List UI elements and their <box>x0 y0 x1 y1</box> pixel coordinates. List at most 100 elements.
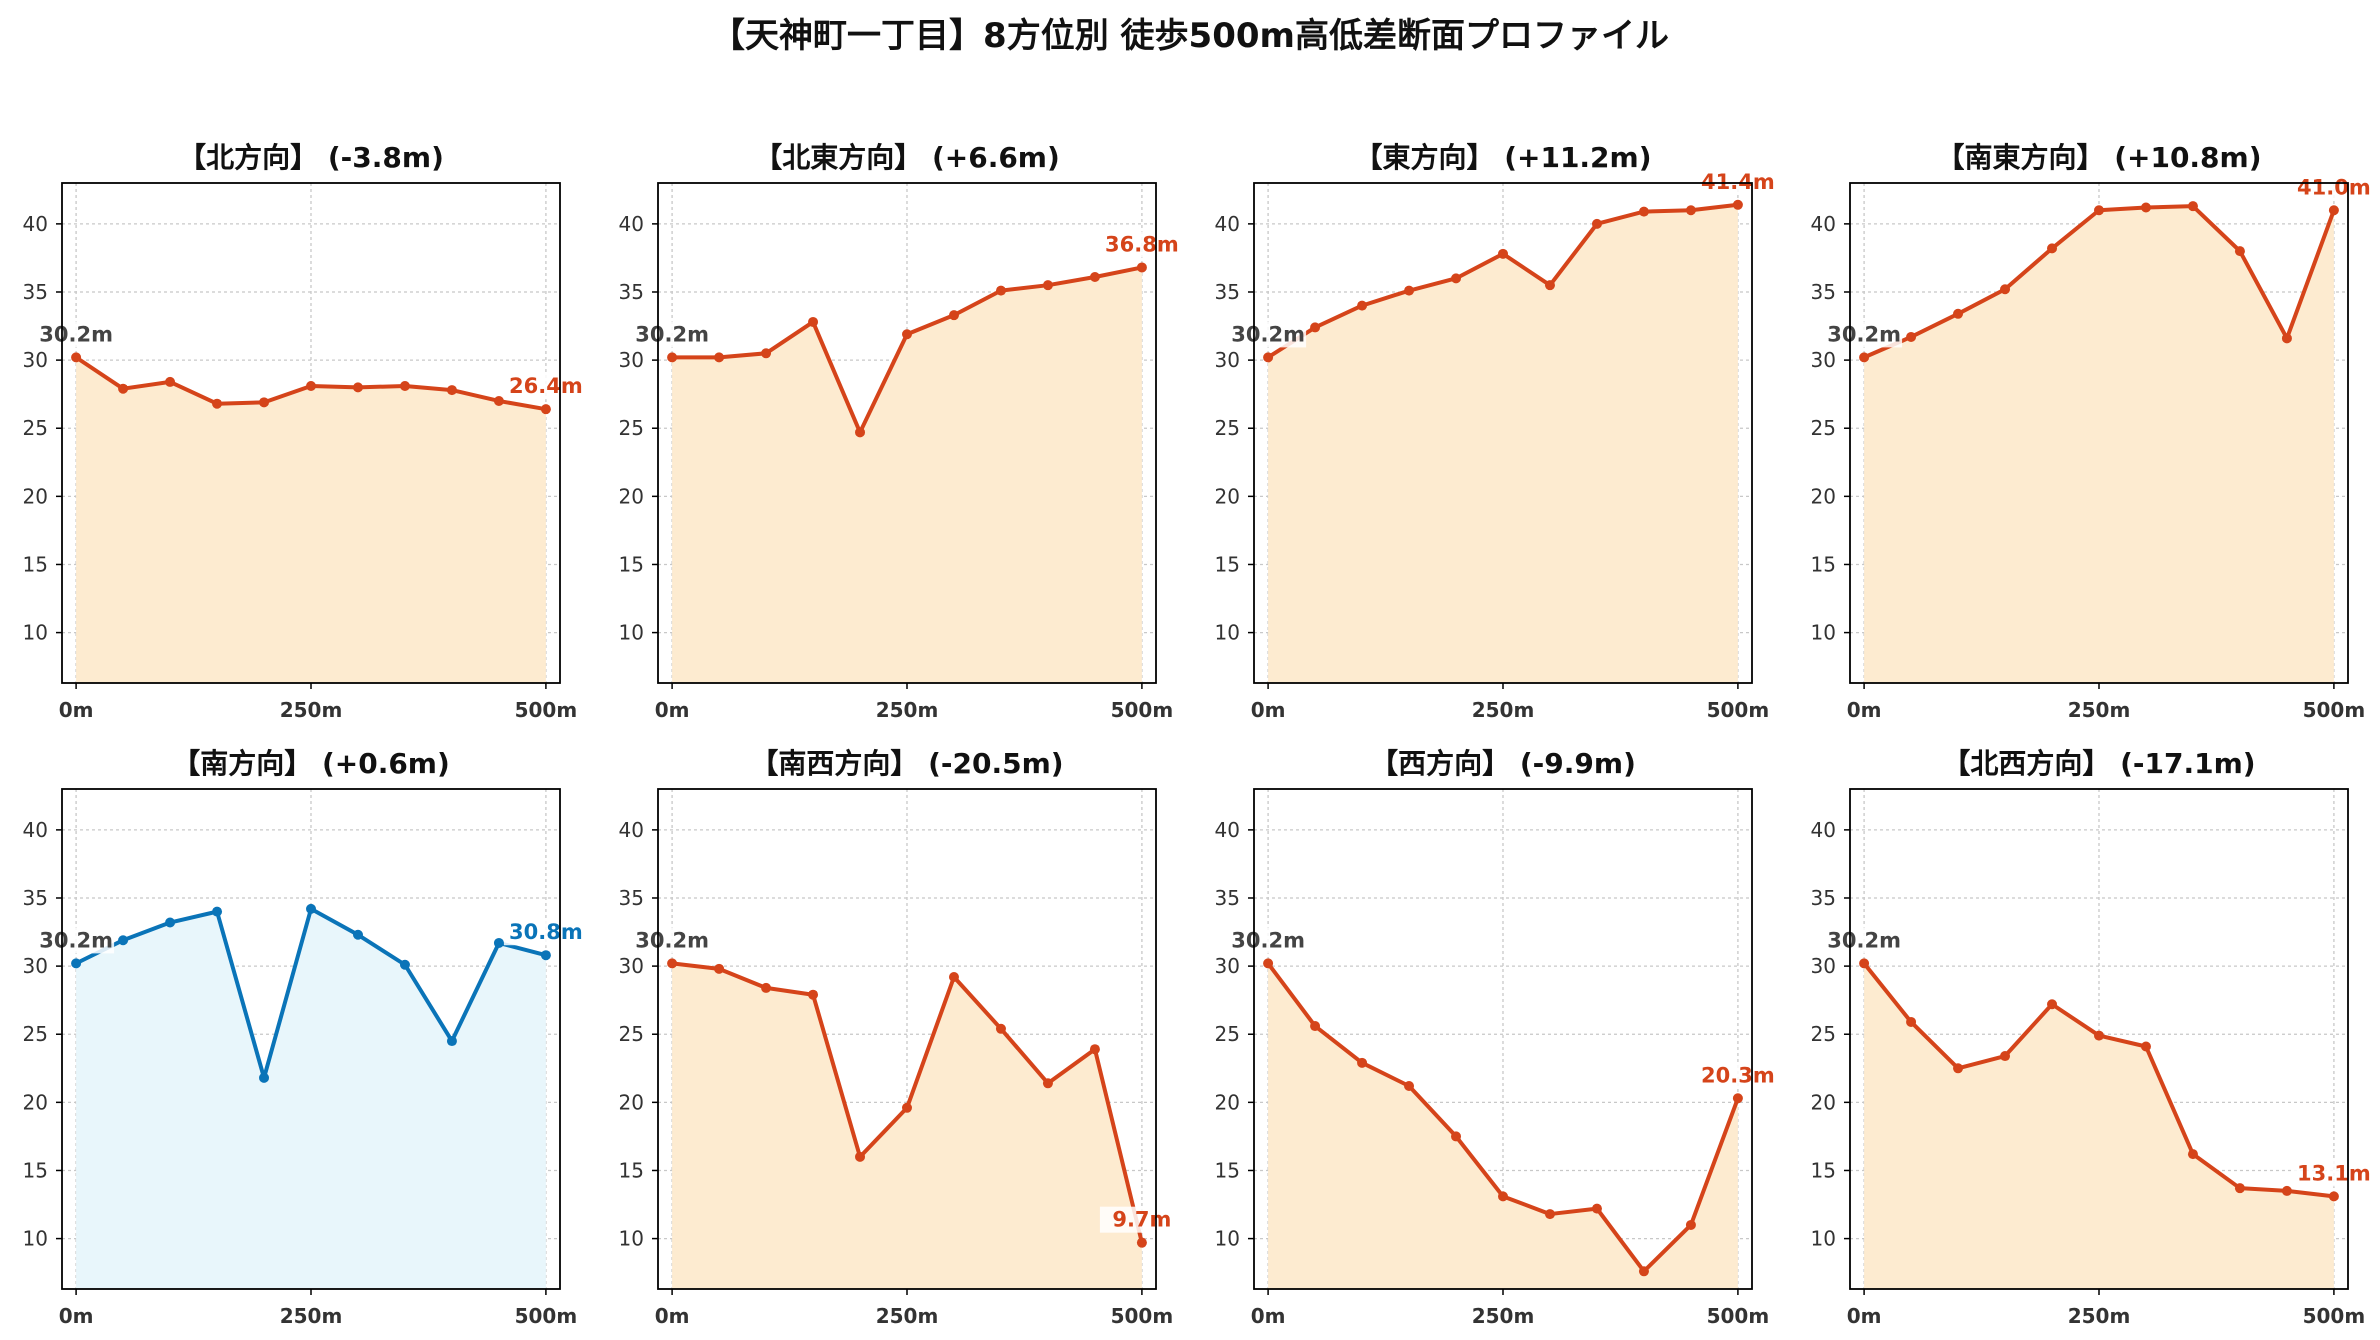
data-point <box>2187 1149 2198 1160</box>
y-tick-label: 25 <box>23 1022 48 1046</box>
end-label-bg <box>2291 1160 2376 1187</box>
start-label-bg <box>1826 321 1903 348</box>
data-point <box>212 398 223 409</box>
data-point <box>808 316 819 327</box>
data-point <box>259 397 270 408</box>
y-tick-label: 40 <box>619 818 644 842</box>
y-tick-label: 35 <box>1215 280 1240 304</box>
data-point <box>2094 1030 2104 1041</box>
x-tick-label: 0m <box>1251 698 1286 722</box>
area-fill <box>672 963 1142 1289</box>
start-value-label: 30.2m <box>1827 322 1901 346</box>
area-fill <box>1864 963 2334 1289</box>
plot-frame <box>61 182 561 684</box>
data-point <box>667 352 678 363</box>
y-tick-label: 30 <box>1811 954 1836 978</box>
data-point <box>540 950 551 961</box>
data-point <box>2140 1041 2151 1052</box>
end-label-bg <box>1099 1206 1184 1233</box>
y-tick-label: 30 <box>619 954 644 978</box>
data-point <box>2328 1191 2339 1202</box>
data-point <box>948 310 959 321</box>
data-point <box>2187 201 2198 212</box>
data-point <box>1638 206 1649 217</box>
data-point <box>352 929 363 940</box>
x-tick-label: 500m <box>515 1304 578 1328</box>
y-tick-label: 35 <box>23 280 48 304</box>
y-tick-label: 20 <box>1215 484 1240 508</box>
y-tick-label: 35 <box>1811 280 1836 304</box>
data-point <box>761 348 772 359</box>
area-fill <box>1864 206 2334 683</box>
data-point <box>1498 1191 1508 1202</box>
data-point <box>714 352 725 363</box>
plot-frame <box>61 788 561 1290</box>
plot-frame <box>1253 182 1753 684</box>
plot-frame <box>1849 182 2349 684</box>
plot-frame <box>657 788 1157 1290</box>
y-tick-label: 30 <box>23 954 48 978</box>
end-value-label: 30.8m <box>509 920 583 944</box>
data-point <box>212 906 223 917</box>
start-label-bg <box>38 321 115 348</box>
data-point <box>2047 999 2058 1010</box>
y-tick-label: 25 <box>619 416 644 440</box>
y-tick-label: 40 <box>1811 212 1836 236</box>
y-tick-label: 40 <box>1215 212 1240 236</box>
area-fill <box>672 267 1142 683</box>
end-label-bg <box>1099 231 1184 258</box>
data-point <box>1089 1044 1100 1055</box>
data-point <box>1136 1237 1147 1248</box>
data-point <box>2281 1185 2292 1196</box>
data-point <box>1685 1219 1696 1230</box>
chart-panel: 【北方向】 (-3.8m) 10 15 20 25 30 35 40 0m 250m 500m 30.… <box>23 141 588 722</box>
start-value-label: 30.2m <box>39 928 113 952</box>
x-tick-label: 500m <box>2303 1304 2366 1328</box>
y-tick-label: 30 <box>23 348 48 372</box>
start-value-label: 30.2m <box>1827 928 1901 952</box>
chart-panel: 【北西方向】 (-17.1m) 10 15 20 25 30 35 40 0m 250m 500m 3… <box>1811 747 2376 1328</box>
data-point <box>446 385 457 396</box>
data-point <box>1591 218 1602 229</box>
data-point <box>71 352 82 363</box>
y-tick-label: 30 <box>1811 348 1836 372</box>
area-fill <box>1268 204 1738 683</box>
end-value-label: 9.7m <box>1112 1208 1171 1232</box>
figure-title: 【天神町一丁目】8方位別 徒歩500m高低差断面プロファイル <box>711 16 1669 56</box>
data-point <box>1544 280 1555 291</box>
y-tick-label: 20 <box>23 484 48 508</box>
data-point <box>1451 1131 1462 1142</box>
data-point <box>352 382 363 393</box>
plot-frame <box>1849 788 2349 1290</box>
data-point <box>2281 333 2292 344</box>
end-value-label: 41.0m <box>2297 175 2371 199</box>
data-point <box>1357 300 1368 311</box>
data-point <box>1089 272 1100 283</box>
x-tick-label: 250m <box>2068 1304 2131 1328</box>
data-point <box>2328 205 2339 216</box>
data-point <box>1638 1266 1649 1277</box>
data-point <box>446 1036 457 1047</box>
y-tick-label: 40 <box>619 212 644 236</box>
data-point <box>948 972 959 983</box>
data-point <box>1544 1209 1555 1220</box>
plot-frame <box>1253 788 1753 1290</box>
data-point <box>902 1102 912 1113</box>
x-tick-label: 500m <box>1111 698 1174 722</box>
data-point <box>2047 243 2058 254</box>
area-fill <box>1268 963 1738 1289</box>
y-tick-label: 25 <box>1811 416 1836 440</box>
x-tick-label: 500m <box>1111 1304 1174 1328</box>
y-tick-label: 15 <box>23 552 48 576</box>
y-tick-label: 35 <box>1811 886 1836 910</box>
x-tick-label: 500m <box>1707 698 1770 722</box>
x-tick-label: 0m <box>655 698 690 722</box>
end-label-bg <box>503 919 588 946</box>
data-point <box>2094 205 2104 216</box>
panel-title: 【南西方向】 (-20.5m) <box>750 747 1063 780</box>
data-point <box>855 1151 866 1162</box>
x-tick-label: 500m <box>1707 1304 1770 1328</box>
data-point <box>667 958 678 969</box>
panel-title: 【北東方向】 (+6.6m) <box>754 141 1060 174</box>
